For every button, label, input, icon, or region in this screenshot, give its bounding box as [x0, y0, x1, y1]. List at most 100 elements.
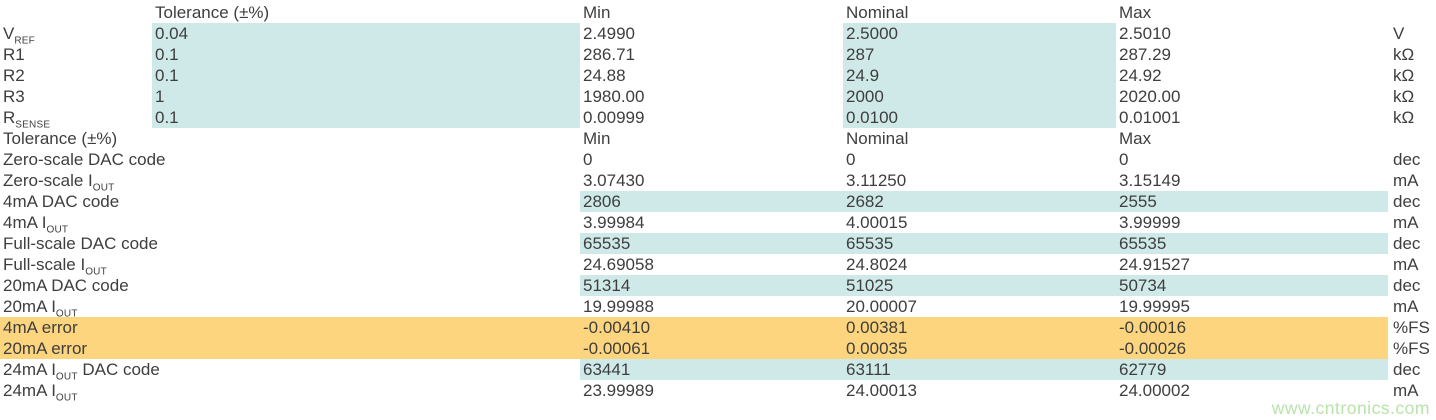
min-value: 1980.00: [583, 87, 645, 106]
row-label: 4mA IOUT: [3, 213, 69, 236]
col-header-tolerance: Tolerance (±%): [155, 3, 270, 22]
unit-label: dec: [1393, 234, 1421, 253]
nominal-value: 287: [846, 45, 875, 64]
min-value: 65535: [583, 234, 631, 253]
unit-label: dec: [1393, 150, 1421, 169]
max-value: 2.5010: [1119, 24, 1171, 43]
nominal-value: 0.0100: [846, 108, 898, 127]
min-value: 3.07430: [583, 171, 645, 190]
min-value: 2806: [583, 192, 621, 211]
nominal-value: 63111: [846, 360, 891, 379]
unit-label: dec: [1393, 360, 1421, 379]
max-value: 24.00002: [1119, 381, 1190, 400]
min-value: 0.00999: [583, 108, 645, 127]
max-value: 2020.00: [1119, 87, 1181, 106]
unit-label: mA: [1393, 213, 1419, 232]
min-value: -0.00061: [583, 339, 651, 358]
min-value: 3.99984: [583, 213, 645, 232]
min-value: 286.71: [583, 45, 635, 64]
results-section: Zero-scale DAC code 0 0 0 dec Zero-scale IOUT…: [0, 149, 1436, 403]
max-value: -0.00016: [1119, 318, 1187, 337]
row-label: VREF: [3, 24, 35, 47]
max-value: 0: [1119, 150, 1129, 169]
row-highlight: [580, 275, 1388, 296]
row-highlight: [843, 65, 1116, 86]
table-row: R3 1 1980.00 2000 2020.00 kΩ: [0, 86, 1436, 107]
max-value: 24.92: [1119, 66, 1162, 85]
max-value: -0.00026: [1119, 339, 1187, 358]
nominal-value: 65535: [846, 234, 894, 253]
row-highlight: [843, 44, 1116, 65]
watermark: www.cntronics.com: [1271, 398, 1430, 418]
nominal-value: 2682: [846, 192, 884, 211]
nominal-value: 0: [846, 150, 856, 169]
row-label: 20mA DAC code: [3, 276, 129, 295]
table-row: Full-scale IOUT 24.69058 24.8024 24.91527 mA: [0, 254, 1436, 278]
unit-label: mA: [1393, 255, 1419, 274]
unit-label: mA: [1393, 171, 1419, 190]
nominal-value: 2.5000: [846, 24, 898, 43]
components-section: VREF 0.04 2.4990 2.5000 2.5010 V R1 0.1 286.71 28…: [0, 23, 1436, 130]
unit-label: kΩ: [1393, 45, 1415, 64]
unit-label: kΩ: [1393, 108, 1415, 127]
unit-label: mA: [1393, 381, 1419, 400]
table-row: 4mA DAC code 2806 2682 2555 dec: [0, 191, 1436, 212]
table-row: R1 0.1 286.71 287 287.29 kΩ: [0, 44, 1436, 65]
row-label: Zero-scale DAC code: [3, 150, 166, 169]
min-value: 19.99988: [583, 297, 654, 316]
table-row: 24mA IOUT DAC code 63441 63111 62779 dec: [0, 359, 1436, 382]
min-value: 2.4990: [583, 24, 635, 43]
row-label: 4mA error: [3, 318, 78, 337]
row-highlight: [152, 107, 580, 128]
row-label: Full-scale DAC code: [3, 234, 158, 253]
max-value: 2555: [1119, 192, 1157, 211]
max-value: 62779: [1119, 360, 1167, 379]
row-highlight: [152, 44, 580, 65]
row-label: 20mA IOUT: [3, 297, 78, 320]
tolerance-value: 0.1: [155, 66, 179, 85]
row-label: 20mA error: [3, 339, 88, 358]
col-header-nominal: Nominal: [846, 3, 909, 22]
row-highlight: [580, 233, 1388, 254]
col-header-tolerance-2: Tolerance (±%): [3, 129, 118, 148]
table-row: Full-scale DAC code 65535 65535 65535 dec: [0, 233, 1436, 254]
table-row: RSENSE 0.1 0.00999 0.0100 0.01001 kΩ: [0, 107, 1436, 130]
unit-label: kΩ: [1393, 66, 1415, 85]
unit-label: dec: [1393, 276, 1421, 295]
max-value: 24.91527: [1119, 255, 1190, 274]
row-highlight: [0, 338, 1388, 359]
col-header-min: Min: [583, 3, 611, 22]
min-value: 0: [583, 150, 593, 169]
min-value: 24.88: [583, 66, 626, 85]
table-row: 4mA IOUT 3.99984 4.00015 3.99999 mA: [0, 212, 1436, 236]
row-highlight: [580, 359, 1388, 380]
unit-label: V: [1393, 24, 1405, 43]
table-row: R2 0.1 24.88 24.9 24.92 kΩ: [0, 65, 1436, 86]
table-row: VREF 0.04 2.4990 2.5000 2.5010 V: [0, 23, 1436, 47]
unit-label: %FS: [1393, 339, 1430, 358]
nominal-value: 3.11250: [846, 171, 907, 190]
nominal-value: 20.00007: [846, 297, 917, 316]
row-label: Full-scale IOUT: [3, 255, 107, 278]
max-value: 3.15149: [1119, 171, 1181, 190]
table-row: 20mA DAC code 51314 51025 50734 dec: [0, 275, 1436, 296]
row-label: Zero-scale IOUT: [3, 171, 115, 194]
nominal-value: 24.8024: [846, 255, 908, 274]
nominal-value: 24.9: [846, 66, 880, 85]
max-value: 0.01001: [1119, 108, 1181, 127]
nominal-value: 2000: [846, 87, 884, 106]
table-row: 24mA IOUT 23.99989 24.00013 24.00002 mA: [0, 380, 1436, 403]
unit-label: dec: [1393, 192, 1421, 211]
row-label: R2: [3, 66, 25, 85]
table-header-row-results: Tolerance (±%) Min Nominal Max: [0, 128, 1436, 149]
unit-label: mA: [1393, 297, 1419, 316]
min-value: 63441: [583, 360, 631, 379]
row-highlight: [843, 107, 1116, 128]
tolerance-value: 0.1: [155, 45, 179, 64]
min-value: 51314: [583, 276, 631, 295]
max-value: 19.99995: [1119, 297, 1190, 316]
col-header-nominal-2: Nominal: [846, 129, 909, 148]
row-highlight: [843, 86, 1116, 107]
table-header-row-components: Tolerance (±%) Min Nominal Max: [0, 2, 1436, 23]
